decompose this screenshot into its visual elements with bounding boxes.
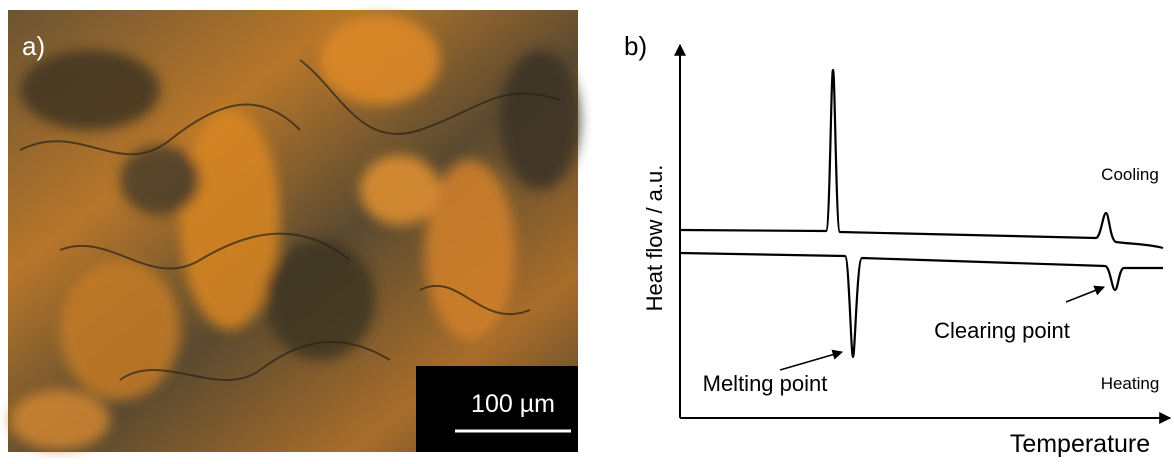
figure: 100 µm a) b) Heat flow / a.u. Temperatur… [0, 0, 1174, 459]
annotation-arrow [780, 352, 842, 370]
y-axis-label: Heat flow / a.u. [642, 165, 667, 312]
dsc-plot: b) Heat flow / a.u. Temperature Cooling … [624, 31, 1170, 458]
annotation: Melting point [703, 371, 828, 396]
micrograph: 100 µm a) [8, 10, 580, 452]
panel-label: a) [22, 31, 45, 61]
x-axis-label: Temperature [1010, 430, 1150, 458]
annotation: Clearing point [934, 318, 1070, 343]
annotation-arrow [1066, 287, 1104, 302]
heating-curve [680, 253, 1163, 357]
curve-label: Heating [1101, 374, 1160, 393]
panel-label: b) [624, 31, 647, 61]
page: 100 µm a) b) Heat flow / a.u. Temperatur… [0, 0, 1174, 459]
curve-label: Cooling [1101, 165, 1159, 184]
cooling-curve [680, 70, 1163, 248]
scale-bar-label: 100 µm [471, 390, 555, 418]
